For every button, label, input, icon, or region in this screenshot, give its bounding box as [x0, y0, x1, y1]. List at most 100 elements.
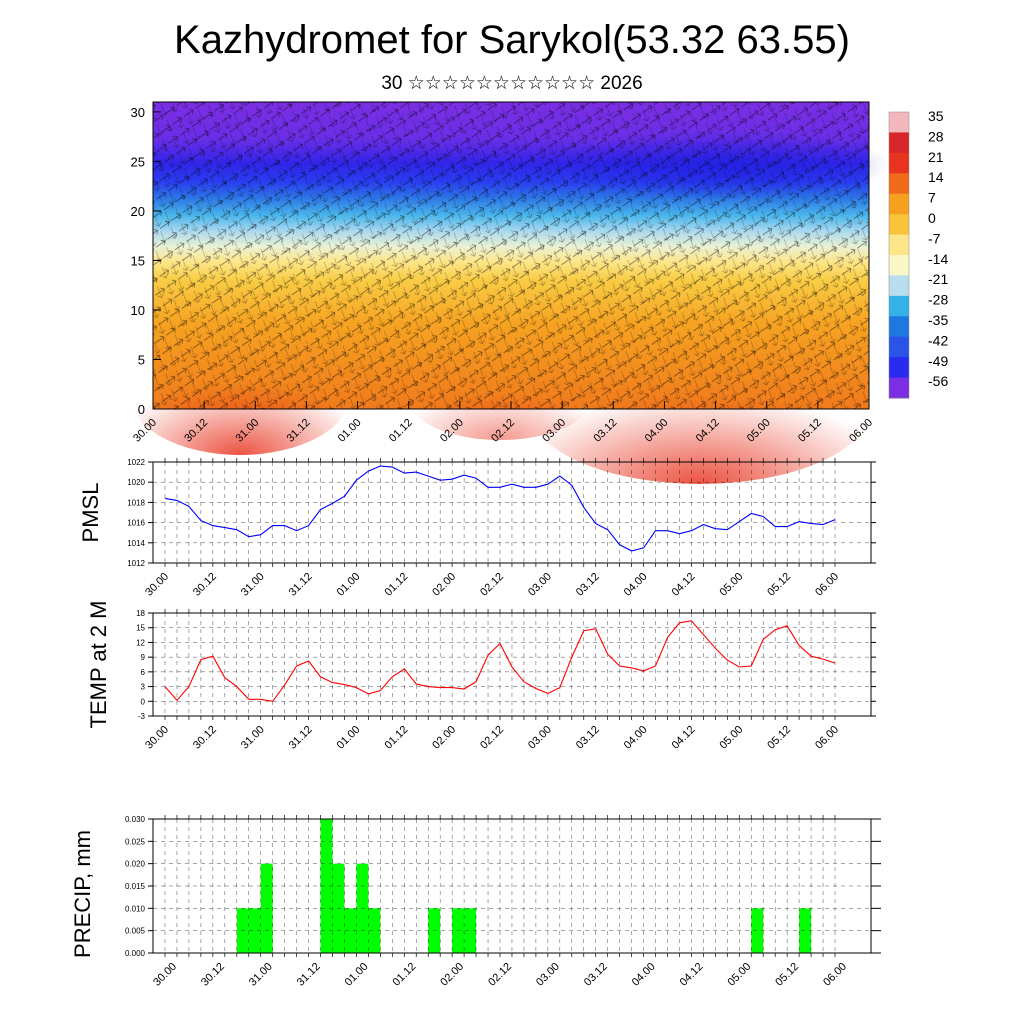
colorbar-label: 0 — [928, 210, 936, 226]
temp-2m-x-tick-label: 02.00 — [430, 724, 458, 752]
temp-2m-x-tick-label: 30.12 — [191, 724, 219, 752]
temp-2m-x-tick-label: 31.00 — [239, 724, 267, 752]
colorbar-frame — [888, 111, 910, 399]
precip-x-tick-label: 03.00 — [534, 961, 562, 989]
precip-x-tick-label: 31.12 — [295, 961, 323, 989]
precip-y-axis-title: PRECIP, mm — [70, 830, 95, 958]
temp-2m-x-tick-label: 30.00 — [143, 724, 171, 752]
temp-2m-y-tick-label: 12 — [136, 638, 145, 647]
colorbar-label: -49 — [928, 353, 948, 369]
precip-x-tick-label: 02.00 — [438, 961, 466, 989]
pmsl-x-tick-label: 03.12 — [574, 571, 602, 599]
colorbar-swatch — [889, 377, 909, 399]
temp-2m-y-tick-label: 3 — [141, 683, 146, 692]
pmsl-x-tick-label: 06.00 — [813, 571, 841, 599]
colorbar-label: -14 — [928, 251, 948, 267]
pmsl-y-axis-title: PMSL — [78, 483, 103, 543]
precip-x-tick-label: 01.00 — [343, 961, 371, 989]
temp-2m-y-tick-label: -3 — [138, 712, 146, 721]
pmsl-x-tick-label: 05.00 — [717, 571, 745, 599]
colorbar-label: -7 — [928, 230, 941, 246]
colorbar-swatch — [889, 132, 909, 154]
pmsl-y-tick-label: 1016 — [127, 519, 145, 528]
pmsl-x-tick-label: 03.00 — [526, 571, 554, 599]
pmsl-x-tick-label: 30.00 — [143, 571, 171, 599]
heatmap-x-tick-label: 01.12 — [387, 417, 415, 445]
heatmap-y-tick-label: 15 — [131, 253, 145, 268]
pmsl-x-tick-label: 02.00 — [430, 571, 458, 599]
colorbar-swatch — [889, 336, 909, 358]
pmsl-y-tick-label: 1018 — [127, 498, 145, 507]
temp-2m-x-tick-label: 01.12 — [382, 724, 410, 752]
temp-2m-x-tick-label: 04.00 — [622, 724, 650, 752]
colorbar-label: -21 — [928, 271, 948, 287]
precip-x-tick-label: 04.12 — [678, 961, 706, 989]
colorbar-swatch — [889, 214, 909, 236]
precip-x-tick-label: 05.00 — [725, 961, 753, 989]
pmsl-x-tick-label: 05.12 — [765, 571, 793, 599]
precip-panel: 0.000 0.005 0.010 0.015 0.020 0.025 0.030 30.00… — [70, 815, 881, 989]
precip-bar — [320, 819, 333, 953]
heatmap-y-tick-label: 0 — [138, 402, 145, 417]
heatmap-y-tick-label: 25 — [131, 154, 145, 169]
precip-y-tick-label: 0.010 — [125, 904, 146, 913]
precip-y-tick-label: 0.020 — [125, 860, 146, 869]
colorbar-label: 14 — [928, 169, 944, 185]
colorbar-swatch — [889, 193, 909, 215]
pmsl-x-tick-label: 30.12 — [191, 571, 219, 599]
precip-bar — [344, 908, 357, 953]
temp-panel: -3 0 3 6 9 12 15 18 30.00 30.12 31.00 31.12 01.00 01.… — [86, 601, 876, 752]
heatmap-y-tick-label: 30 — [131, 105, 145, 120]
precip-bar — [368, 908, 381, 953]
pmsl-x-tick-label: 31.00 — [239, 571, 267, 599]
heatmap-y-axis: 0 5 10 15 20 25 30 — [131, 105, 161, 417]
precip-frame — [152, 818, 872, 954]
precip-x-tick-label: 31.00 — [247, 961, 275, 989]
temp-2m-y-tick-label: 6 — [141, 668, 146, 677]
wind-vectors-layer-2 — [153, 102, 869, 409]
temp-2m-x-tick-label: 04.12 — [670, 724, 698, 752]
colorbar-label: -42 — [928, 332, 948, 348]
page-title: Kazhydromet for Sarykol(53.32 63.55) — [174, 18, 850, 62]
precip-x-tick-label: 04.00 — [630, 961, 658, 989]
precip-bar — [464, 908, 477, 953]
precip-x-tick-label: 02.12 — [486, 961, 514, 989]
temp-2m-y-tick-label: 18 — [136, 609, 145, 618]
precip-x-tick-label: 06.00 — [821, 961, 849, 989]
colorbar-swatch — [889, 173, 909, 195]
colorbar-label: -28 — [928, 292, 948, 308]
colorbar-swatch — [889, 357, 909, 379]
precip-y-tick-label: 0.015 — [125, 882, 146, 891]
temp-2m-x-tick-label: 01.00 — [335, 724, 363, 752]
temp-2m-x-tick-label: 03.00 — [526, 724, 554, 752]
colorbar-swatch — [889, 275, 909, 297]
pmsl-y-tick-label: 1014 — [127, 539, 145, 548]
pmsl-y-tick-label: 1022 — [127, 458, 145, 467]
temp-2m-y-tick-label: 9 — [141, 653, 146, 662]
colorbar-swatch — [889, 316, 909, 338]
precip-bar — [799, 908, 812, 953]
heatmap-y-tick-label: 5 — [138, 352, 145, 367]
temp-2m-y-tick-label: 15 — [136, 624, 145, 633]
precip-x-tick-label: 30.12 — [199, 961, 227, 989]
pmsl-y-tick-label: 1012 — [127, 559, 145, 568]
temp-2m-y-tick-label: 0 — [141, 697, 146, 706]
precip-x-tick-label: 01.12 — [390, 961, 418, 989]
temp-2m-x-tick-label: 06.00 — [813, 724, 841, 752]
temp-2m-x-tick-label: 31.12 — [287, 724, 315, 752]
pmsl-x-tick-label: 04.12 — [670, 571, 698, 599]
colorbar-swatch — [889, 234, 909, 256]
colorbar-label: -35 — [928, 312, 948, 328]
temp-2m-x-tick-label: 03.12 — [574, 724, 602, 752]
temp-2m-y-axis-title: TEMP at 2 M — [86, 601, 111, 729]
date-subtitle: 30 ☆☆☆☆☆☆☆☆☆☆☆ 2026 — [381, 73, 643, 94]
heatmap-x-tick-label: 01.00 — [336, 417, 364, 445]
pmsl-series-line — [164, 465, 836, 552]
pmsl-y-tick-label: 1020 — [127, 478, 145, 487]
heatmap-y-tick-label: 10 — [131, 303, 145, 318]
colorbar-label: -56 — [928, 373, 948, 389]
pmsl-x-tick-label: 01.00 — [335, 571, 363, 599]
precip-y-tick-label: 0.005 — [125, 927, 146, 936]
